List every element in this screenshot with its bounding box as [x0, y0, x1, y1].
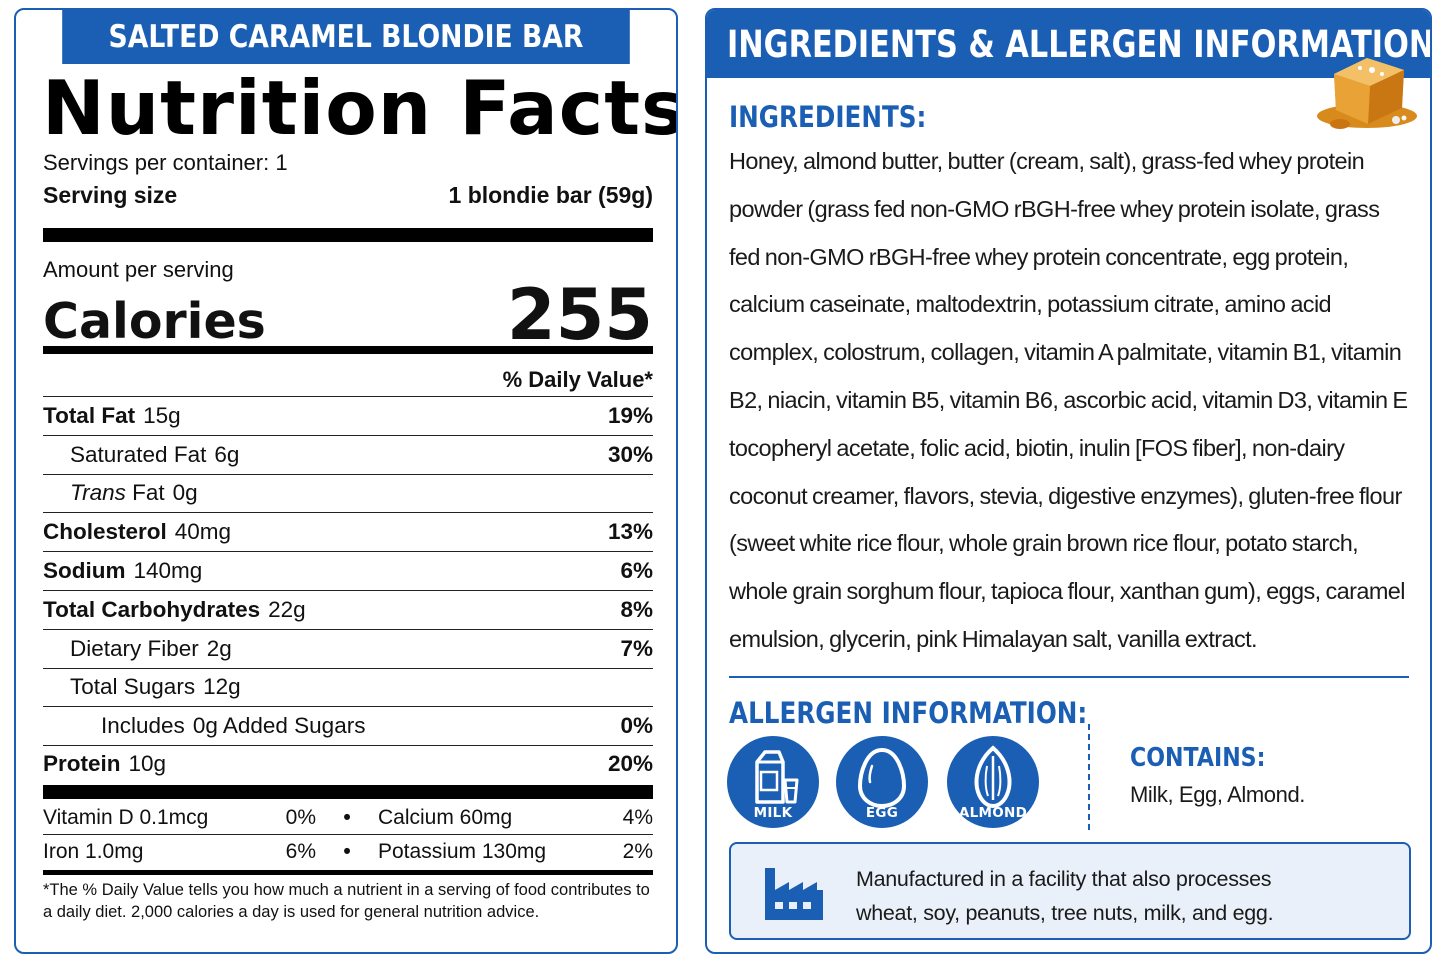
vitamin-dv: 6%: [285, 840, 316, 863]
allergen-label: ALMOND: [958, 805, 1028, 821]
footnote-divider: [43, 870, 653, 875]
nutrient-row-cholesterol: Cholesterol 40mg 13%: [43, 512, 653, 551]
allergen-badge-almond: ALMOND: [947, 736, 1039, 828]
contains-heading: CONTAINS:: [1130, 743, 1266, 773]
nutrient-dv: 0%: [620, 713, 653, 739]
calories-label: Calories: [43, 293, 266, 350]
vitamin-dv: 0%: [285, 805, 316, 829]
ingredients-banner: INGREDIENTS & ALLERGEN INFORMATION: [707, 10, 1430, 78]
nutrient-amount: 2g: [206, 635, 232, 661]
section-divider: [729, 676, 1409, 678]
milk-carton-icon: [755, 750, 799, 804]
daily-value-footnote: *The % Daily Value tells you how much a …: [43, 881, 650, 921]
allergen-heading: ALLERGEN INFORMATION:: [729, 696, 1088, 730]
nutrient-dv: 7%: [620, 635, 653, 661]
mineral-name: Calcium 60mg: [378, 805, 513, 829]
bullet-separator: •: [343, 840, 351, 863]
caramel-cube-icon: [1312, 44, 1422, 134]
vitamin-name: Iron 1.0mg: [43, 840, 144, 863]
nutrient-name: Dietary Fiber: [70, 635, 199, 661]
medium-divider: [43, 346, 653, 354]
facility-text: Manufactured in a facility that also pro…: [856, 862, 1376, 930]
mineral-dv: 2%: [622, 840, 653, 863]
serving-size-row: Serving size 1 blondie bar (59g): [43, 182, 653, 209]
allergen-badge-milk: MILK: [727, 736, 819, 828]
ingredients-heading: INGREDIENTS:: [729, 100, 927, 134]
ingredients-allergen-panel: INGREDIENTS & ALLERGEN INFORMATION INGRE…: [705, 8, 1432, 954]
nutrient-row-saturated-fat: Saturated Fat 6g 30%: [43, 434, 653, 474]
nutrient-row-total-carbohydrates: Total Carbohydrates 22g 8%: [43, 589, 653, 629]
nutrient-row-total-sugars: Total Sugars 12g: [43, 667, 653, 707]
nutrient-dv: 6%: [620, 558, 653, 584]
vitamin-mineral-block: Vitamin D 0.1mcg 0% • Calcium 60mg 4% Ir…: [43, 801, 653, 869]
nutrient-amount: 15g: [143, 402, 181, 428]
nutrient-dv: 13%: [607, 519, 653, 545]
nutrient-name: Protein: [43, 750, 121, 776]
nutrient-row-trans-fat: Trans Fat 0g: [43, 473, 653, 513]
nutrient-row-sodium: Sodium 140mg 6%: [43, 551, 653, 590]
nutrient-name: Total Carbohydrates: [43, 596, 261, 622]
mineral-dv: 4%: [622, 805, 653, 829]
facility-line-2: wheat, soy, peanuts, tree nuts, milk, an…: [856, 901, 1274, 925]
calories-value: 255: [506, 274, 653, 356]
daily-value-header: % Daily Value*: [502, 367, 653, 392]
factory-icon: [765, 868, 823, 920]
allergen-label: MILK: [753, 805, 793, 821]
nutrient-dv: 8%: [620, 596, 653, 622]
contains-text: Milk, Egg, Almond.: [1130, 782, 1305, 807]
nutrient-row-added-sugars: Includes 0g Added Sugars 0%: [43, 706, 653, 745]
nutrient-dv: 20%: [607, 750, 653, 776]
nutrient-name: Sodium: [43, 558, 126, 584]
nutrient-amount: 12g: [203, 674, 241, 700]
nutrient-name: Total Sugars: [70, 674, 196, 700]
nutrient-dv: 30%: [607, 441, 653, 467]
nutrient-amount: 10g: [128, 750, 167, 776]
nutrient-amount: 22g: [268, 596, 306, 622]
mineral-name: Potassium 130mg: [378, 840, 547, 863]
serving-size-value: 1 blondie bar (59g): [448, 182, 653, 208]
nutrient-row-dietary-fiber: Dietary Fiber 2g 7%: [43, 628, 653, 668]
vitamin-row: Vitamin D 0.1mcg 0% • Calcium 60mg 4%: [43, 801, 653, 835]
allergen-badge-egg: EGG: [836, 736, 928, 828]
nutrient-name-italic: Trans: [70, 480, 126, 506]
nutrient-row-protein: Protein 10g 20%: [43, 745, 653, 781]
dashed-separator: [1088, 724, 1090, 830]
nutrient-row-total-fat: Total Fat 15g 19%: [43, 396, 653, 435]
servings-per-container: Servings per container: 1: [43, 150, 288, 175]
amount-per-serving-label: Amount per serving: [43, 257, 234, 282]
serving-size-label: Serving size: [43, 182, 178, 208]
nutrient-amount: 140mg: [133, 558, 203, 584]
ingredients-text: Honey, almond butter, butter (cream, sal…: [729, 148, 1408, 652]
nutrient-name-suffix: Fat: [132, 480, 165, 506]
nutrient-name: Includes: [101, 713, 185, 739]
nutrition-facts-title: Nutrition Facts: [42, 64, 678, 152]
ingredients-banner-title: INGREDIENTS & ALLERGEN INFORMATION: [727, 22, 1432, 66]
facility-line-1: Manufactured in a facility that also pro…: [856, 867, 1272, 891]
nutrient-name: Cholesterol: [43, 519, 167, 545]
nutrient-name: Total Fat: [43, 402, 136, 428]
bullet-separator: •: [343, 805, 351, 829]
nutrient-list: Total Fat 15g 19% Saturated Fat 6g 30% Tra…: [43, 396, 653, 781]
product-name-banner: SALTED CARAMEL BLONDIE BAR: [62, 10, 630, 64]
egg-icon: [857, 747, 907, 809]
nutrition-facts-panel: SALTED CARAMEL BLONDIE BAR Nutrition Fac…: [14, 8, 678, 954]
nutrient-amount: 40mg: [174, 519, 232, 545]
facility-notice: Manufactured in a facility that also pro…: [729, 842, 1411, 940]
vitamin-name: Vitamin D 0.1mcg: [43, 805, 209, 829]
nutrient-name: Saturated Fat: [70, 441, 207, 467]
almond-icon: [974, 745, 1012, 809]
thick-divider: [43, 228, 653, 242]
nutrient-amount: 0g: [172, 480, 198, 506]
nutrient-amount: 6g: [214, 441, 240, 467]
vitamin-row: Iron 1.0mg 6% • Potassium 130mg 2%: [43, 835, 653, 869]
nutrient-amount: 0g Added Sugars: [192, 713, 366, 739]
thick-divider-vitamins: [43, 785, 653, 799]
calories-row: Calories 255: [43, 280, 653, 350]
allergen-label: EGG: [865, 805, 899, 821]
nutrient-dv: 19%: [607, 402, 653, 428]
